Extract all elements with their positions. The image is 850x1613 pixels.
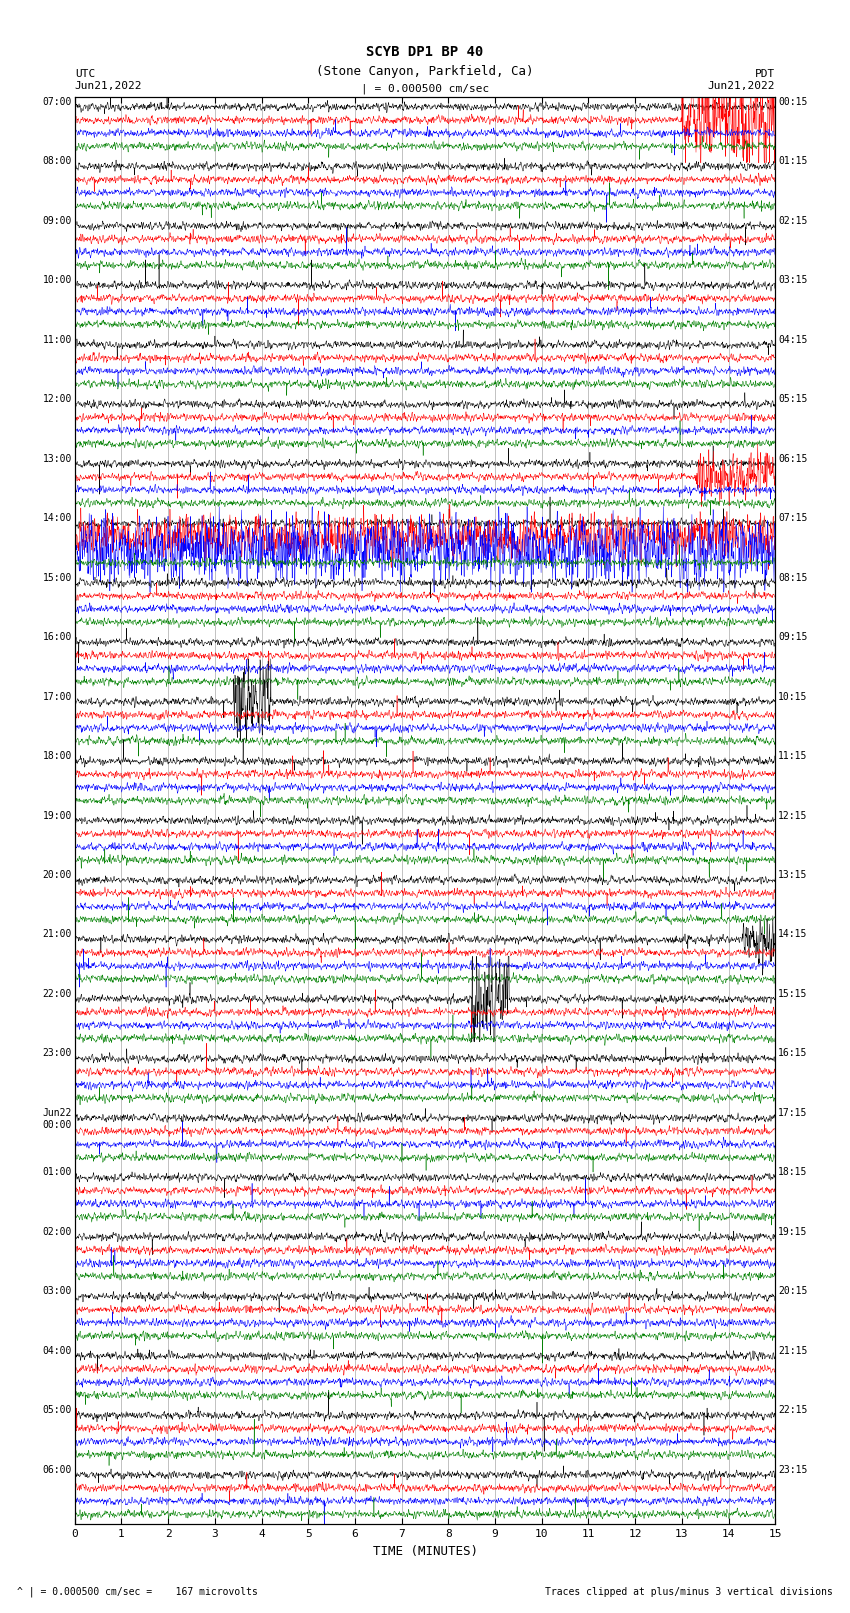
Text: Jun21,2022: Jun21,2022 [75,81,142,90]
Text: SCYB DP1 BP 40: SCYB DP1 BP 40 [366,45,484,60]
Text: UTC: UTC [75,69,95,79]
Text: | = 0.000500 cm/sec: | = 0.000500 cm/sec [361,84,489,95]
X-axis label: TIME (MINUTES): TIME (MINUTES) [372,1545,478,1558]
Text: ^ | = 0.000500 cm/sec =    167 microvolts: ^ | = 0.000500 cm/sec = 167 microvolts [17,1586,258,1597]
Text: Jun21,2022: Jun21,2022 [708,81,775,90]
Text: Traces clipped at plus/minus 3 vertical divisions: Traces clipped at plus/minus 3 vertical … [545,1587,833,1597]
Text: (Stone Canyon, Parkfield, Ca): (Stone Canyon, Parkfield, Ca) [316,65,534,77]
Text: PDT: PDT [755,69,775,79]
